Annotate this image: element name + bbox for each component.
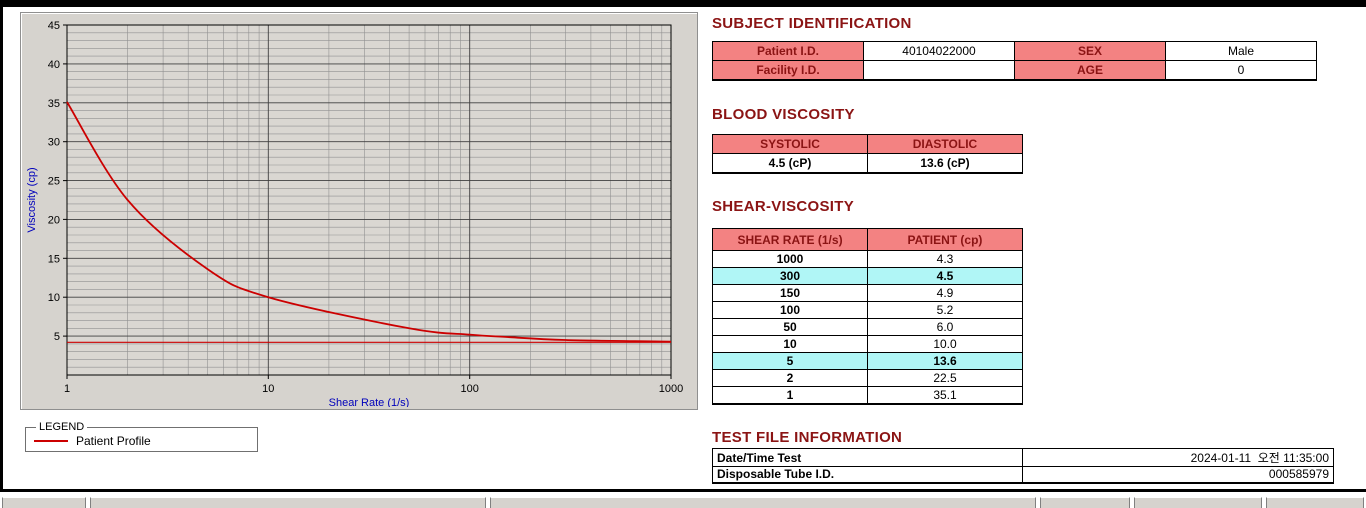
legend-entry: Patient Profile: [34, 434, 249, 448]
patient-cp-column-header: PATIENT (cp): [867, 228, 1023, 251]
patient-profile-line-swatch: [34, 440, 68, 442]
age-value: 0: [1165, 60, 1317, 81]
date-time-test-value: 2024-01-11 오전 11:35:00: [1022, 448, 1334, 467]
shear-rate-cell: 150: [712, 284, 868, 302]
test-file-information-table: Date/Time Test 2024-01-11 오전 11:35:00 Di…: [712, 448, 1334, 484]
svg-text:40: 40: [48, 59, 60, 71]
date-time-test-label: Date/Time Test: [712, 448, 1023, 467]
table-row: 300 4.5: [712, 267, 1023, 285]
bottom-toolbar-button[interactable]: [2, 497, 86, 508]
legend-series-label: Patient Profile: [76, 434, 151, 448]
table-row: 5 13.6: [712, 352, 1023, 370]
diastolic-header: DIASTOLIC: [867, 134, 1023, 154]
shear-viscosity-table: SHEAR RATE (1/s) PATIENT (cp) 1000 4.3 300…: [712, 228, 1023, 405]
patient-id-value: 40104022000: [863, 41, 1015, 61]
svg-text:20: 20: [48, 214, 60, 226]
disposable-tube-id-value: 000585979: [1022, 466, 1334, 484]
bottom-black-divider: [0, 489, 1366, 492]
patient-cp-cell: 4.9: [867, 284, 1023, 302]
svg-text:10: 10: [262, 383, 274, 395]
svg-text:45: 45: [48, 20, 60, 32]
svg-text:Shear Rate (1/s): Shear Rate (1/s): [329, 397, 410, 407]
svg-text:25: 25: [48, 176, 60, 188]
systolic-header: SYSTOLIC: [712, 134, 868, 154]
test-file-information-title: TEST FILE INFORMATION: [712, 429, 903, 446]
blood-viscosity-title: BLOOD VISCOSITY: [712, 106, 855, 123]
table-row: 50 6.0: [712, 318, 1023, 336]
table-row: Disposable Tube I.D. 000585979: [712, 466, 1334, 484]
svg-text:5: 5: [54, 331, 60, 343]
bottom-toolbar-button[interactable]: [1266, 497, 1364, 508]
facility-id-value: [863, 60, 1015, 81]
svg-text:100: 100: [461, 383, 479, 395]
shear-rate-column-header: SHEAR RATE (1/s): [712, 228, 868, 251]
viscosity-chart-panel: 5 10 15 20 25 30 35 40 45 1 10 100 1000 Shear Rate (1…: [20, 12, 698, 410]
bottom-toolbar-panel[interactable]: [90, 497, 486, 508]
patient-cp-cell: 13.6: [867, 352, 1023, 370]
patient-cp-cell: 4.3: [867, 250, 1023, 268]
table-row: 4.5 (cP) 13.6 (cP): [712, 153, 1023, 174]
legend-title: LEGEND: [39, 421, 85, 433]
viscosity-chart: 5 10 15 20 25 30 35 40 45 1 10 100 1000 Shear Rate (1…: [26, 20, 683, 407]
patient-cp-cell: 6.0: [867, 318, 1023, 336]
svg-text:Viscosity (cp): Viscosity (cp): [26, 167, 38, 232]
shear-rate-cell: 2: [712, 369, 868, 387]
patient-cp-cell: 10.0: [867, 335, 1023, 353]
disposable-tube-id-label: Disposable Tube I.D.: [712, 466, 1023, 484]
table-row: 1000 4.3: [712, 250, 1023, 268]
shear-rate-cell: 100: [712, 301, 868, 319]
patient-cp-cell: 22.5: [867, 369, 1023, 387]
shear-viscosity-title: SHEAR-VISCOSITY: [712, 198, 855, 215]
svg-text:30: 30: [48, 137, 60, 149]
svg-text:15: 15: [48, 253, 60, 265]
patient-cp-cell: 5.2: [867, 301, 1023, 319]
sex-label: SEX: [1014, 41, 1166, 61]
facility-id-label: Facility I.D.: [712, 60, 864, 81]
table-row: Patient I.D. 40104022000 SEX Male: [712, 41, 1317, 61]
subject-identification-title: SUBJECT IDENTIFICATION: [712, 15, 912, 32]
table-row: 2 22.5: [712, 369, 1023, 387]
top-black-bar: [0, 0, 1366, 7]
left-black-border: [0, 7, 3, 490]
table-row: 100 5.2: [712, 301, 1023, 319]
patient-cp-cell: 4.5: [867, 267, 1023, 285]
svg-text:35: 35: [48, 98, 60, 110]
table-row: 1 35.1: [712, 386, 1023, 405]
svg-text:1: 1: [64, 383, 70, 395]
shear-rate-cell: 300: [712, 267, 868, 285]
systolic-value: 4.5 (cP): [712, 153, 868, 174]
svg-text:10: 10: [48, 292, 60, 304]
table-row: SHEAR RATE (1/s) PATIENT (cp): [712, 228, 1023, 251]
patient-id-label: Patient I.D.: [712, 41, 864, 61]
table-row: 10 10.0: [712, 335, 1023, 353]
table-row: Date/Time Test 2024-01-11 오전 11:35:00: [712, 448, 1334, 467]
shear-rate-cell: 50: [712, 318, 868, 336]
table-row: Facility I.D. AGE 0: [712, 60, 1317, 81]
subject-identification-table: Patient I.D. 40104022000 SEX Male Facili…: [712, 41, 1317, 81]
age-label: AGE: [1014, 60, 1166, 81]
shear-rate-cell: 5: [712, 352, 868, 370]
bottom-toolbar-button[interactable]: [1040, 497, 1130, 508]
table-row: 150 4.9: [712, 284, 1023, 302]
blood-viscosity-table: SYSTOLIC DIASTOLIC 4.5 (cP) 13.6 (cP): [712, 134, 1023, 174]
shear-rate-cell: 10: [712, 335, 868, 353]
legend-box: LEGEND Patient Profile: [25, 421, 258, 452]
diastolic-value: 13.6 (cP): [867, 153, 1023, 174]
bottom-toolbar-panel[interactable]: [490, 497, 1036, 508]
table-row: SYSTOLIC DIASTOLIC: [712, 134, 1023, 154]
shear-rate-cell: 1000: [712, 250, 868, 268]
bottom-toolbar-button[interactable]: [1134, 497, 1262, 508]
sex-value: Male: [1165, 41, 1317, 61]
shear-rate-cell: 1: [712, 386, 868, 405]
patient-cp-cell: 35.1: [867, 386, 1023, 405]
svg-text:1000: 1000: [659, 383, 683, 395]
